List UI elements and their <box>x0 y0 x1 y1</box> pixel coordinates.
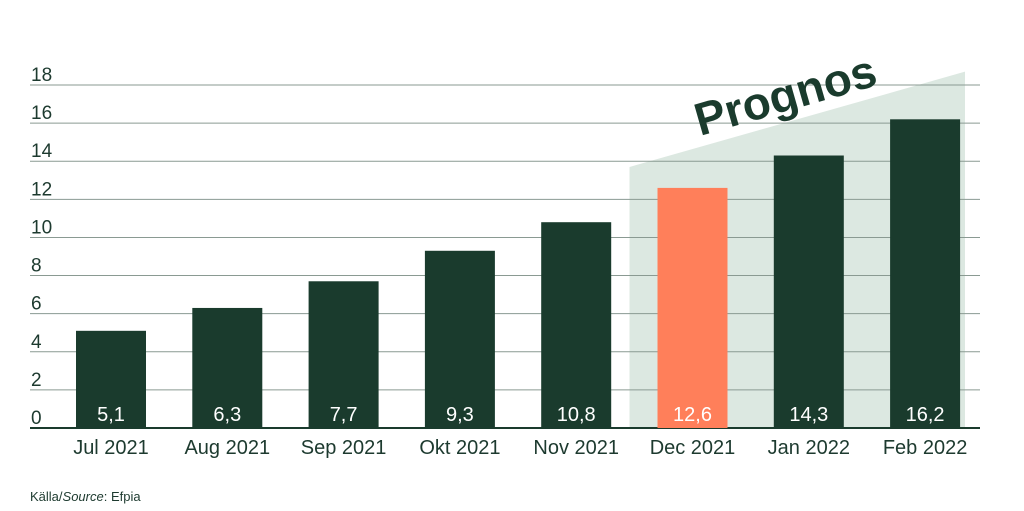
y-tick-label: 8 <box>31 256 42 277</box>
y-tick-label: 18 <box>31 65 52 86</box>
bar-value-label: 6,3 <box>213 404 241 426</box>
bar-value-label: 7,7 <box>330 404 358 426</box>
x-tick-label: Dec 2021 <box>650 437 736 459</box>
x-tick-label: Nov 2021 <box>533 437 619 459</box>
bar <box>890 119 961 429</box>
x-tick-label: Sep 2021 <box>301 437 387 459</box>
bar <box>308 281 379 428</box>
y-tick-label: 10 <box>31 217 52 238</box>
x-tick-label: Jul 2021 <box>73 437 149 459</box>
x-tick-label: Okt 2021 <box>419 437 500 459</box>
y-tick-label: 2 <box>31 370 42 391</box>
bar <box>657 187 728 428</box>
y-tick-label: 0 <box>31 408 42 429</box>
x-tick-label: Jan 2022 <box>768 437 850 459</box>
y-tick-label: 14 <box>31 141 53 162</box>
bar-value-label: 10,8 <box>557 404 596 426</box>
bar <box>424 250 495 428</box>
bar-value-label: 16,2 <box>906 404 945 426</box>
y-tick-label: 16 <box>31 103 52 124</box>
bar-value-label: 12,6 <box>673 404 712 426</box>
bar <box>541 222 612 428</box>
x-tick-label: Feb 2022 <box>883 437 968 459</box>
source-note: Källa/Source: Efpia <box>30 489 141 504</box>
x-tick-label: Aug 2021 <box>184 437 270 459</box>
y-tick-label: 12 <box>31 179 52 200</box>
bar <box>76 330 146 428</box>
bar <box>192 307 263 428</box>
bar <box>773 155 844 428</box>
y-tick-label: 6 <box>31 294 42 315</box>
bar-value-label: 5,1 <box>97 404 125 426</box>
bar-value-label: 9,3 <box>446 404 474 426</box>
y-tick-label: 4 <box>31 332 42 353</box>
bar-value-label: 14,3 <box>789 404 828 426</box>
